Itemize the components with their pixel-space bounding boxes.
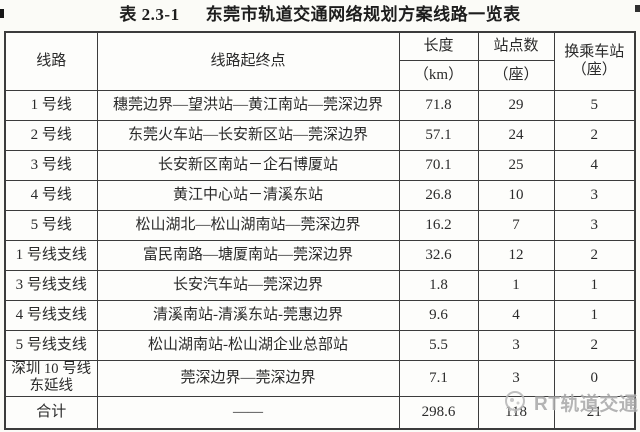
cell-line-name: 1 号线 bbox=[4, 89, 98, 121]
cell-length-km: 16.2 bbox=[398, 209, 479, 241]
cell-length-km: 57.1 bbox=[398, 119, 479, 151]
cell-length-km: 32.6 bbox=[398, 239, 479, 271]
cell-line-name: 5 号线支线 bbox=[4, 329, 98, 361]
scan-artifact-right-edge bbox=[635, 5, 640, 12]
cell-transfer-count: 1 bbox=[553, 299, 636, 331]
cell-length-km: 71.8 bbox=[398, 89, 479, 121]
cell-station-count: 1 bbox=[477, 269, 555, 301]
cell-route: 富民南路—塘厦南站—莞深边界 bbox=[96, 239, 400, 271]
cell-length-km: 26.8 bbox=[398, 179, 479, 211]
cell-transfer-count: 4 bbox=[553, 149, 636, 181]
header-transfer-line2: （座） bbox=[571, 62, 617, 79]
table-number: 表 2.3-1 bbox=[119, 5, 180, 24]
cell-station-count: 25 bbox=[477, 149, 555, 181]
rail-plan-table: 线路 线路起终点 长度 站点数 换乘车站 （座） （km） （座） 1 号线 穗… bbox=[4, 31, 636, 430]
cell-line-name: 4 号线 bbox=[4, 179, 98, 211]
cell-station-count: 10 bbox=[477, 179, 555, 211]
header-stations: 站点数 bbox=[477, 31, 555, 61]
table-row: 深圳 10 号线 东延线 莞深边界—莞深边界 7.1 3 0 bbox=[4, 359, 636, 397]
cell-length-km: 9.6 bbox=[398, 299, 479, 331]
cell-transfer-count: 1 bbox=[553, 269, 636, 301]
cell-station-count: 12 bbox=[477, 239, 555, 271]
cell-line-name: 2 号线 bbox=[4, 119, 98, 151]
header-transfer: 换乘车站 （座） bbox=[553, 31, 636, 91]
table-row: 2 号线 东莞火车站—长安新区站—莞深边界 57.1 24 2 bbox=[4, 119, 636, 151]
cell-route: 莞深边界—莞深边界 bbox=[96, 359, 400, 397]
cell-transfer-count: 0 bbox=[553, 359, 636, 397]
cell-route: —— bbox=[96, 395, 400, 430]
cell-route: 长安新区南站－企石博厦站 bbox=[96, 149, 400, 181]
table-row: 5 号线 松山湖北—松山湖南站—莞深边界 16.2 7 3 bbox=[4, 209, 636, 241]
cell-transfer-count: 5 bbox=[553, 89, 636, 121]
cell-line-name: 1 号线支线 bbox=[4, 239, 98, 271]
page-title: 表 2.3-1 东莞市轨道交通网络规划方案线路一览表 bbox=[0, 0, 640, 25]
cell-line-name: 深圳 10 号线 东延线 bbox=[4, 359, 98, 397]
table-row: 1 号线 穗莞边界—望洪站—黄江南站—莞深边界 71.8 29 5 bbox=[4, 89, 636, 121]
cell-station-count: 7 bbox=[477, 209, 555, 241]
header-route: 线路起终点 bbox=[96, 31, 400, 91]
table-row: 5 号线支线 松山湖南站-松山湖企业总部站 5.5 3 2 bbox=[4, 329, 636, 361]
cell-route: 清溪南站-清溪东站-莞惠边界 bbox=[96, 299, 400, 331]
table-body: 1 号线 穗莞边界—望洪站—黄江南站—莞深边界 71.8 29 5 2 号线 东… bbox=[4, 89, 636, 430]
scan-artifact-left-edge bbox=[0, 9, 4, 18]
cell-transfer-count: 2 bbox=[553, 239, 636, 271]
header-line: 线路 bbox=[4, 31, 98, 91]
table-row: 1 号线支线 富民南路—塘厦南站—莞深边界 32.6 12 2 bbox=[4, 239, 636, 271]
cell-length-km: 298.6 bbox=[398, 395, 479, 430]
cell-transfer-count: 2 bbox=[553, 329, 636, 361]
table-header: 线路 线路起终点 长度 站点数 换乘车站 （座） （km） （座） bbox=[4, 31, 636, 91]
cell-route: 长安汽车站—莞深边界 bbox=[96, 269, 400, 301]
table-title-text: 东莞市轨道交通网络规划方案线路一览表 bbox=[205, 5, 521, 24]
cell-route: 黄江中心站－清溪东站 bbox=[96, 179, 400, 211]
table-row: 合计 —— 298.6 118 21 bbox=[4, 395, 636, 430]
cell-station-count: 3 bbox=[477, 329, 555, 361]
header-length: 长度 bbox=[398, 31, 479, 61]
cell-length-km: 7.1 bbox=[398, 359, 479, 397]
cell-line-name: 4 号线支线 bbox=[4, 299, 98, 331]
cell-station-count: 29 bbox=[477, 89, 555, 121]
header-stations-unit: （座） bbox=[477, 59, 555, 91]
header-length-unit: （km） bbox=[398, 59, 479, 91]
cell-station-count: 24 bbox=[477, 119, 555, 151]
header-transfer-line1: 换乘车站 bbox=[564, 43, 625, 60]
table-row: 3 号线支线 长安汽车站—莞深边界 1.8 1 1 bbox=[4, 269, 636, 301]
cell-station-count: 4 bbox=[477, 299, 555, 331]
table-row: 4 号线支线 清溪南站-清溪东站-莞惠边界 9.6 4 1 bbox=[4, 299, 636, 331]
cell-transfer-count: 3 bbox=[553, 179, 636, 211]
cell-route: 松山湖南站-松山湖企业总部站 bbox=[96, 329, 400, 361]
cell-station-count: 3 bbox=[477, 359, 555, 397]
cell-length-km: 1.8 bbox=[398, 269, 479, 301]
cell-transfer-count: 21 bbox=[553, 395, 636, 430]
cell-length-km: 70.1 bbox=[398, 149, 479, 181]
cell-line-name: 3 号线 bbox=[4, 149, 98, 181]
table-row: 4 号线 黄江中心站－清溪东站 26.8 10 3 bbox=[4, 179, 636, 211]
cell-transfer-count: 2 bbox=[553, 119, 636, 151]
cell-route: 穗莞边界—望洪站—黄江南站—莞深边界 bbox=[96, 89, 400, 121]
cell-line-name: 合计 bbox=[4, 395, 98, 430]
cell-station-count: 118 bbox=[477, 395, 555, 430]
cell-line-name: 5 号线 bbox=[4, 209, 98, 241]
cell-route: 东莞火车站—长安新区站—莞深边界 bbox=[96, 119, 400, 151]
cell-length-km: 5.5 bbox=[398, 329, 479, 361]
cell-route: 松山湖北—松山湖南站—莞深边界 bbox=[96, 209, 400, 241]
cell-transfer-count: 3 bbox=[553, 209, 636, 241]
cell-line-name: 3 号线支线 bbox=[4, 269, 98, 301]
table-row: 3 号线 长安新区南站－企石博厦站 70.1 25 4 bbox=[4, 149, 636, 181]
